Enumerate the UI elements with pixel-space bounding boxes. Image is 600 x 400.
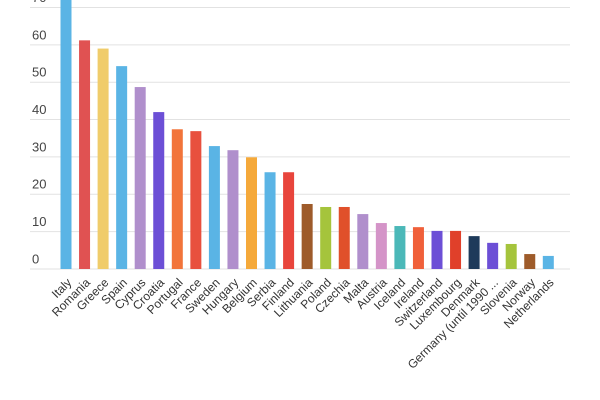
bar <box>431 230 443 269</box>
bar <box>171 129 183 269</box>
bar <box>338 206 350 269</box>
bar <box>375 223 387 269</box>
bar <box>450 230 462 269</box>
bar <box>283 172 295 269</box>
bar <box>97 48 109 269</box>
bar <box>394 226 406 269</box>
bar <box>505 243 517 269</box>
y-tick-label: 30 <box>32 139 46 154</box>
bar <box>468 236 480 269</box>
bar <box>264 172 276 269</box>
bar <box>524 254 536 269</box>
y-tick-label: 70 <box>32 0 46 5</box>
y-tick-label: 60 <box>32 27 46 42</box>
bar <box>542 255 554 269</box>
bar <box>246 157 257 269</box>
bar <box>487 242 499 269</box>
bar <box>79 40 91 269</box>
bar <box>208 146 220 269</box>
bar <box>116 66 128 269</box>
y-tick-label: 10 <box>32 214 46 229</box>
y-tick-label: 20 <box>32 177 46 192</box>
y-tick-label: 0 <box>32 251 39 266</box>
bar <box>153 112 165 269</box>
bar <box>357 214 369 269</box>
y-tick-label: 40 <box>32 102 46 117</box>
bar <box>412 227 424 269</box>
bar <box>60 0 72 269</box>
bar <box>227 150 239 269</box>
bar <box>134 87 146 269</box>
y-tick-label: 50 <box>32 65 46 80</box>
bar <box>320 206 332 269</box>
bar <box>301 203 313 269</box>
bar <box>190 131 202 269</box>
